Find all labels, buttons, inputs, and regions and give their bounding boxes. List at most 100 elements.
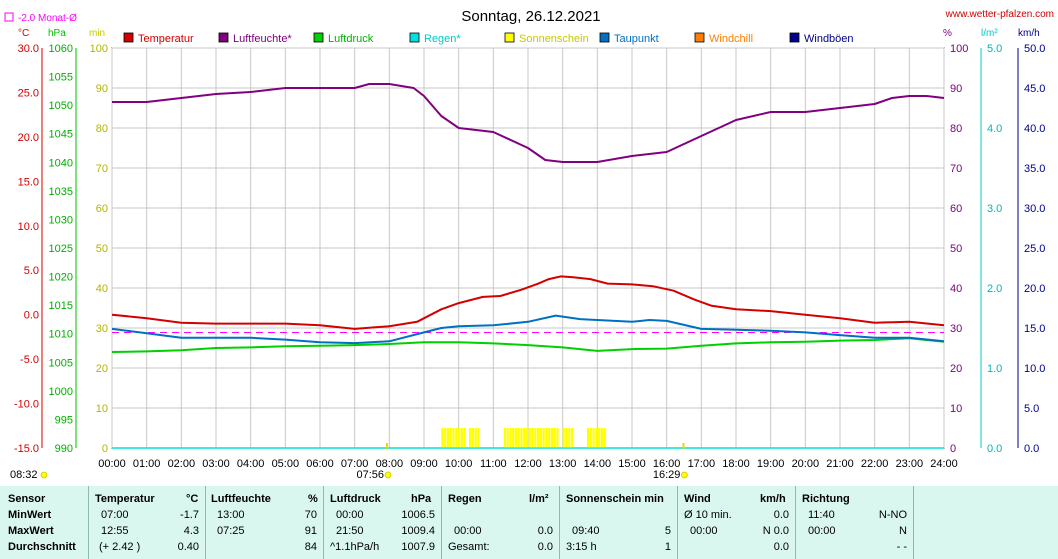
temperature-tick-label: -15.0 [14, 443, 39, 455]
sensor-header: Sensor [8, 493, 46, 505]
x-tick-label: 14:00 [584, 458, 612, 470]
temperature-avg-value: 0.40 [177, 541, 199, 553]
sunshine-bar [517, 428, 520, 448]
sunshine-tick-label: 10 [96, 403, 108, 415]
x-tick-label: 08:00 [376, 458, 404, 470]
rain-tick-label: 3.0 [987, 203, 1002, 215]
legend-label: Taupunkt [614, 33, 659, 45]
humidity-max-value: 91 [304, 525, 317, 537]
pressure-tick-label: 1045 [49, 129, 73, 141]
x-tick-label: 16:00 [653, 458, 681, 470]
sunshine-bar [603, 428, 606, 448]
x-tick-label: 12:00 [514, 458, 542, 470]
unit-lm2: l/m² [981, 28, 998, 39]
sunshine-bar [457, 428, 461, 448]
sunshine-bar [586, 428, 590, 448]
col-rain: Regen l/m² 00:00 0.0 Gesamt: 0.0 [441, 486, 560, 559]
pressure-tick-label: 1060 [49, 43, 73, 55]
legend-swatch [789, 32, 800, 43]
wind-tick-label: 20.0 [1024, 283, 1045, 295]
humidity-avg-value: 84 [304, 541, 317, 553]
wind-min-value: 0.0 [773, 509, 789, 521]
pressure-avg-value: 1007.9 [401, 541, 435, 553]
legend-label: Windböen [804, 33, 854, 45]
sunshine-tick-label: 90 [96, 83, 108, 95]
x-tick-label: 21:00 [826, 458, 854, 470]
sunshine-bar [477, 428, 480, 448]
row-avg-label: Durchschnitt [8, 541, 76, 553]
humidity-tick-label: 50 [950, 243, 962, 255]
sunshine-bar [452, 428, 455, 448]
temperature-tick-label: 5.0 [24, 265, 39, 277]
temperature-tick-label: 30.0 [18, 43, 39, 55]
temperature-tick-label: 15.0 [18, 176, 39, 188]
sunshine-bar [545, 428, 548, 448]
sunshine-bar [553, 428, 556, 448]
legend-label: Temperatur [138, 33, 194, 45]
humidity-tick-label: 40 [950, 283, 962, 295]
col-humidity: Luftfeuchte % 13:00 70 07:25 91 84 [205, 486, 324, 559]
x-tick-label: 23:00 [896, 458, 924, 470]
pressure-tick-label: 1050 [49, 100, 73, 112]
pressure-tick-label: 1010 [49, 329, 73, 341]
direction-min-time: 11:40 [808, 509, 835, 521]
temperature-min-value: -1.7 [180, 509, 199, 521]
unit-min: min [89, 28, 105, 39]
x-tick-label: 00:00 [98, 458, 126, 470]
stats-table: Sensor MinWert MaxWert Durchschnitt Temp… [0, 486, 1058, 559]
humidity-tick-label: 90 [950, 83, 962, 95]
unit-kmh: km/h [1018, 28, 1040, 39]
x-tick-label: 01:00 [133, 458, 161, 470]
sunshine-bar [592, 428, 595, 448]
unit-percent: % [943, 28, 952, 39]
pressure-tick-label: 995 [55, 414, 73, 426]
sunshine-bar [550, 428, 554, 448]
sunshine-bar [471, 428, 475, 448]
x-tick-label: 15:00 [618, 458, 646, 470]
humidity-max-time: 07:25 [217, 525, 245, 537]
humidity-tick-label: 30 [950, 323, 962, 335]
humidity-tick-label: 100 [950, 43, 968, 55]
x-tick-label: 05:00 [272, 458, 300, 470]
temperature-tick-label: 10.0 [18, 221, 39, 233]
legend-swatch [123, 32, 134, 43]
temperature-tick-label: 0.0 [24, 310, 39, 322]
rain-max-value: 0.0 [537, 525, 553, 537]
sunshine-bar [449, 428, 452, 448]
sunshine-tick-label: 80 [96, 123, 108, 135]
sunshine-bar [565, 428, 568, 448]
wind-max-value: N 0.0 [762, 525, 789, 537]
col-temperature: Temperatur °C 07:00 -1.7 12:55 4.3 (+ 2.… [88, 486, 206, 559]
sunshine-bar [595, 428, 598, 448]
sunshine-max-time: 09:40 [572, 525, 600, 537]
legend-swatch [694, 32, 705, 43]
sunshine-total-hours: 3:15 h [566, 541, 597, 553]
sunshine-bar [446, 428, 450, 448]
x-tick-label: 11:00 [480, 458, 507, 470]
sunshine-bar [539, 428, 542, 448]
pressure-tick-label: 1055 [49, 72, 73, 84]
sunshine-tick-label: 20 [96, 363, 108, 375]
rain-total-label: Gesamt: [448, 541, 490, 553]
pressure-tick-label: 990 [55, 443, 73, 455]
x-tick-label: 22:00 [861, 458, 889, 470]
wind-header: Wind [684, 493, 711, 505]
sunshine-tick-label: 70 [96, 163, 108, 175]
unit-hpa: hPa [48, 28, 66, 39]
humidity-tick-label: 0 [950, 443, 956, 455]
legend-swatch [409, 32, 420, 43]
sunshine-bar [509, 428, 512, 448]
humidity-tick-label: 20 [950, 363, 962, 375]
wind-avg-value: 0.0 [773, 541, 789, 553]
legend-label: Regen* [424, 33, 461, 45]
sunshine-bar [562, 428, 565, 448]
x-tick-label: 19:00 [757, 458, 785, 470]
sunshine-max-value: 5 [664, 525, 671, 537]
row-min-label: MinWert [8, 509, 52, 521]
series-line-temperatur [111, 275, 945, 330]
rain-unit: l/m² [529, 493, 549, 505]
site-link[interactable]: www.wetter-pfalzen.com [945, 9, 1054, 20]
legend-swatch [313, 32, 324, 43]
col-sensor: Sensor MinWert MaxWert Durchschnitt [0, 486, 89, 559]
sunset-time-label: 16:29 [653, 469, 681, 481]
